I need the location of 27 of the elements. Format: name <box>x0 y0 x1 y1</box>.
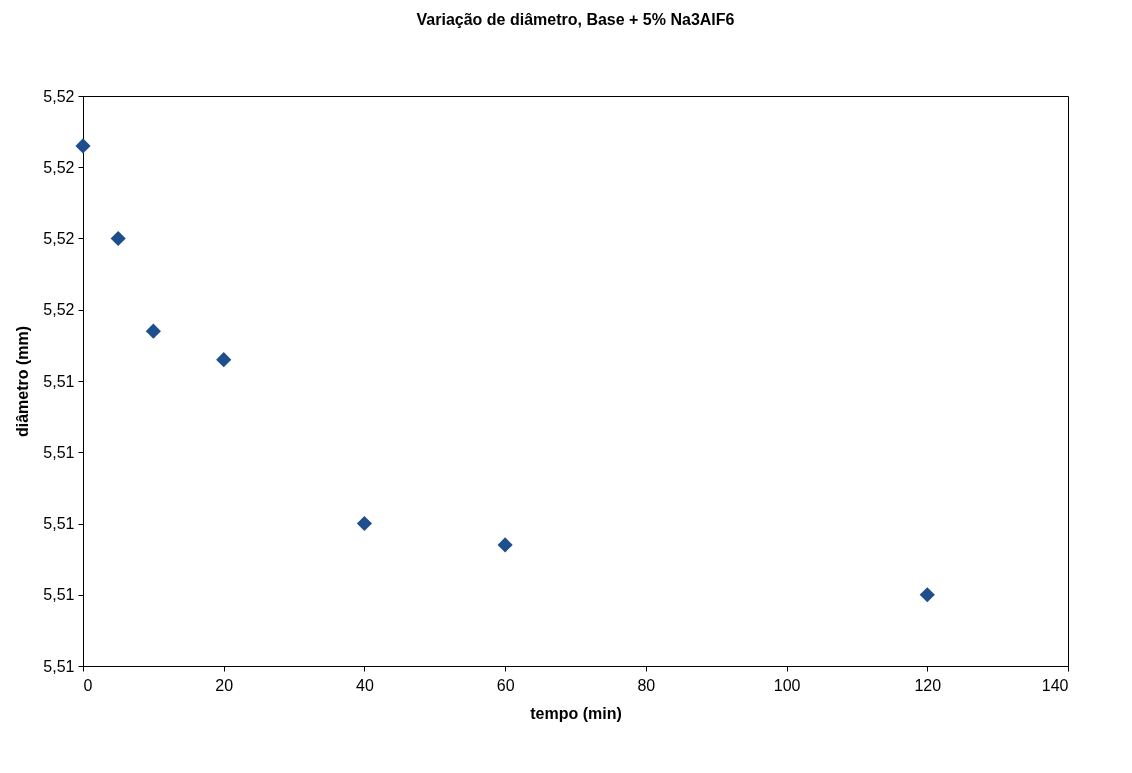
y-tick-label: 5,51 <box>43 443 75 461</box>
y-tick-label: 5,51 <box>43 372 75 390</box>
y-tick-label: 5,51 <box>43 586 75 604</box>
point <box>919 587 935 603</box>
x-tick-label: 0 <box>83 676 93 694</box>
point <box>75 138 91 154</box>
y-tick-label: 5,51 <box>43 515 75 532</box>
y-tick-label: 5,52 <box>43 158 75 176</box>
x-axis-title: tempo (min) <box>530 704 622 722</box>
chart-title: Variação de diâmetro, Base + 5% Na3AlF6 <box>416 11 735 28</box>
x-tick-label: 80 <box>637 676 656 694</box>
x-tick-label: 60 <box>496 676 515 694</box>
y-tick-label: 5,52 <box>43 230 75 247</box>
point <box>356 515 373 532</box>
x-tick-label: 20 <box>215 676 234 694</box>
y-tick-label: 5,52 <box>43 87 75 105</box>
y-axis-title: diâmetro (mm) <box>14 325 32 438</box>
x-tick-label: 140 <box>1041 676 1069 694</box>
x-tick-label: 40 <box>356 676 374 694</box>
x-tick-label: 100 <box>773 676 801 694</box>
point <box>216 352 232 368</box>
x-tick-label: 120 <box>914 676 942 694</box>
point <box>497 537 513 553</box>
point <box>145 323 161 339</box>
point <box>110 230 126 247</box>
y-tick-label: 5,52 <box>43 301 75 319</box>
y-tick-label: 5,51 <box>43 657 75 675</box>
